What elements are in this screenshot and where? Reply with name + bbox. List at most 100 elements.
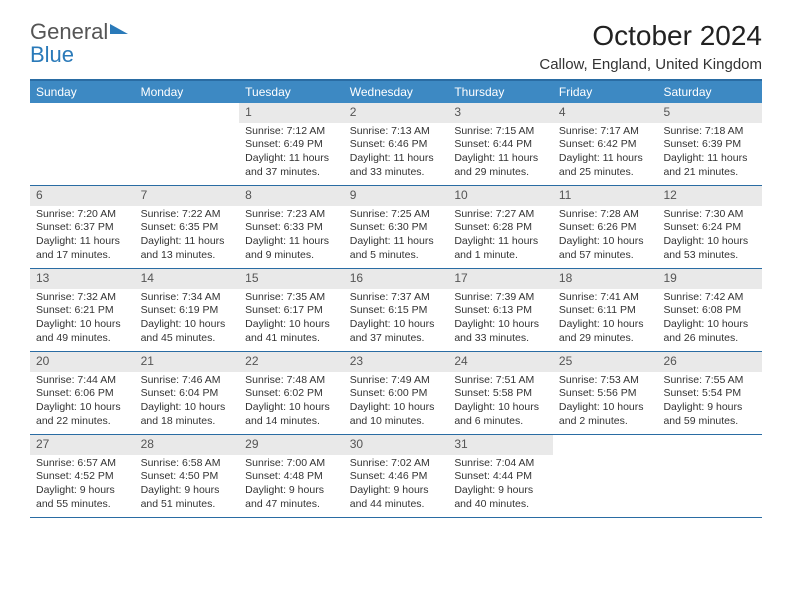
day-number: 16 — [344, 269, 449, 289]
calendar-week: 6Sunrise: 7:20 AMSunset: 6:37 PMDaylight… — [30, 186, 762, 269]
calendar-cell — [30, 103, 135, 185]
daylight-text: Daylight: 11 hours and 33 minutes. — [350, 152, 443, 179]
sunrise-text: Sunrise: 7:13 AM — [350, 125, 443, 139]
sunset-text: Sunset: 6:37 PM — [36, 221, 129, 235]
day-details: Sunrise: 7:51 AMSunset: 5:58 PMDaylight:… — [448, 372, 553, 433]
daylight-text: Daylight: 10 hours and 49 minutes. — [36, 318, 129, 345]
daylight-text: Daylight: 10 hours and 57 minutes. — [559, 235, 652, 262]
calendar-cell: 18Sunrise: 7:41 AMSunset: 6:11 PMDayligh… — [553, 269, 658, 351]
weekday-label: Tuesday — [239, 81, 344, 103]
calendar-cell: 14Sunrise: 7:34 AMSunset: 6:19 PMDayligh… — [135, 269, 240, 351]
day-number: 21 — [135, 352, 240, 372]
daylight-text: Daylight: 10 hours and 41 minutes. — [245, 318, 338, 345]
day-number: 2 — [344, 103, 449, 123]
sunset-text: Sunset: 6:28 PM — [454, 221, 547, 235]
weekday-label: Wednesday — [344, 81, 449, 103]
day-details: Sunrise: 7:23 AMSunset: 6:33 PMDaylight:… — [239, 206, 344, 267]
day-details: Sunrise: 7:37 AMSunset: 6:15 PMDaylight:… — [344, 289, 449, 350]
daylight-text: Daylight: 11 hours and 21 minutes. — [663, 152, 756, 179]
day-number: 26 — [657, 352, 762, 372]
daylight-text: Daylight: 10 hours and 10 minutes. — [350, 401, 443, 428]
day-number: 25 — [553, 352, 658, 372]
calendar-cell — [553, 435, 658, 517]
weekday-label: Friday — [553, 81, 658, 103]
day-details: Sunrise: 7:13 AMSunset: 6:46 PMDaylight:… — [344, 123, 449, 184]
calendar-cell: 25Sunrise: 7:53 AMSunset: 5:56 PMDayligh… — [553, 352, 658, 434]
sunset-text: Sunset: 4:48 PM — [245, 470, 338, 484]
daylight-text: Daylight: 10 hours and 37 minutes. — [350, 318, 443, 345]
day-details: Sunrise: 7:20 AMSunset: 6:37 PMDaylight:… — [30, 206, 135, 267]
sunrise-text: Sunrise: 7:28 AM — [559, 208, 652, 222]
day-details: Sunrise: 7:02 AMSunset: 4:46 PMDaylight:… — [344, 455, 449, 516]
sunrise-text: Sunrise: 7:30 AM — [663, 208, 756, 222]
page-header: General Blue October 2024 Callow, Englan… — [30, 20, 762, 73]
day-number: 12 — [657, 186, 762, 206]
daylight-text: Daylight: 10 hours and 6 minutes. — [454, 401, 547, 428]
sunrise-text: Sunrise: 7:35 AM — [245, 291, 338, 305]
daylight-text: Daylight: 9 hours and 47 minutes. — [245, 484, 338, 511]
sunset-text: Sunset: 6:21 PM — [36, 304, 129, 318]
calendar-cell: 30Sunrise: 7:02 AMSunset: 4:46 PMDayligh… — [344, 435, 449, 517]
sunset-text: Sunset: 5:54 PM — [663, 387, 756, 401]
day-details: Sunrise: 7:39 AMSunset: 6:13 PMDaylight:… — [448, 289, 553, 350]
daylight-text: Daylight: 10 hours and 29 minutes. — [559, 318, 652, 345]
sunset-text: Sunset: 6:30 PM — [350, 221, 443, 235]
sunrise-text: Sunrise: 7:00 AM — [245, 457, 338, 471]
calendar-week: 1Sunrise: 7:12 AMSunset: 6:49 PMDaylight… — [30, 103, 762, 186]
calendar-cell: 4Sunrise: 7:17 AMSunset: 6:42 PMDaylight… — [553, 103, 658, 185]
weekday-label: Sunday — [30, 81, 135, 103]
sunrise-text: Sunrise: 7:49 AM — [350, 374, 443, 388]
sunrise-text: Sunrise: 7:46 AM — [141, 374, 234, 388]
day-number: 27 — [30, 435, 135, 455]
location-subtitle: Callow, England, United Kingdom — [539, 56, 762, 73]
day-details: Sunrise: 7:25 AMSunset: 6:30 PMDaylight:… — [344, 206, 449, 267]
sunset-text: Sunset: 4:46 PM — [350, 470, 443, 484]
day-number — [657, 435, 762, 453]
sunrise-text: Sunrise: 7:53 AM — [559, 374, 652, 388]
day-details: Sunrise: 7:12 AMSunset: 6:49 PMDaylight:… — [239, 123, 344, 184]
day-number: 14 — [135, 269, 240, 289]
sunrise-text: Sunrise: 6:57 AM — [36, 457, 129, 471]
day-number: 5 — [657, 103, 762, 123]
day-details: Sunrise: 7:28 AMSunset: 6:26 PMDaylight:… — [553, 206, 658, 267]
day-details: Sunrise: 7:17 AMSunset: 6:42 PMDaylight:… — [553, 123, 658, 184]
calendar-cell: 10Sunrise: 7:27 AMSunset: 6:28 PMDayligh… — [448, 186, 553, 268]
day-details — [553, 453, 658, 459]
day-number: 20 — [30, 352, 135, 372]
sunset-text: Sunset: 6:06 PM — [36, 387, 129, 401]
day-details: Sunrise: 7:30 AMSunset: 6:24 PMDaylight:… — [657, 206, 762, 267]
day-details: Sunrise: 6:57 AMSunset: 4:52 PMDaylight:… — [30, 455, 135, 516]
day-number: 22 — [239, 352, 344, 372]
day-number: 15 — [239, 269, 344, 289]
sunrise-text: Sunrise: 7:34 AM — [141, 291, 234, 305]
daylight-text: Daylight: 9 hours and 44 minutes. — [350, 484, 443, 511]
logo: General Blue — [30, 20, 128, 66]
calendar-cell: 29Sunrise: 7:00 AMSunset: 4:48 PMDayligh… — [239, 435, 344, 517]
calendar-cell: 11Sunrise: 7:28 AMSunset: 6:26 PMDayligh… — [553, 186, 658, 268]
day-details: Sunrise: 7:27 AMSunset: 6:28 PMDaylight:… — [448, 206, 553, 267]
logo-text: General Blue — [30, 20, 128, 66]
day-number — [135, 103, 240, 121]
day-details: Sunrise: 7:42 AMSunset: 6:08 PMDaylight:… — [657, 289, 762, 350]
daylight-text: Daylight: 10 hours and 2 minutes. — [559, 401, 652, 428]
daylight-text: Daylight: 11 hours and 1 minute. — [454, 235, 547, 262]
calendar-cell: 15Sunrise: 7:35 AMSunset: 6:17 PMDayligh… — [239, 269, 344, 351]
calendar-cell: 6Sunrise: 7:20 AMSunset: 6:37 PMDaylight… — [30, 186, 135, 268]
day-details: Sunrise: 7:34 AMSunset: 6:19 PMDaylight:… — [135, 289, 240, 350]
calendar-cell: 5Sunrise: 7:18 AMSunset: 6:39 PMDaylight… — [657, 103, 762, 185]
calendar-cell: 16Sunrise: 7:37 AMSunset: 6:15 PMDayligh… — [344, 269, 449, 351]
sunrise-text: Sunrise: 7:22 AM — [141, 208, 234, 222]
day-details: Sunrise: 7:48 AMSunset: 6:02 PMDaylight:… — [239, 372, 344, 433]
calendar-cell: 13Sunrise: 7:32 AMSunset: 6:21 PMDayligh… — [30, 269, 135, 351]
day-details: Sunrise: 7:18 AMSunset: 6:39 PMDaylight:… — [657, 123, 762, 184]
calendar-cell: 12Sunrise: 7:30 AMSunset: 6:24 PMDayligh… — [657, 186, 762, 268]
day-number: 18 — [553, 269, 658, 289]
day-number: 30 — [344, 435, 449, 455]
weekday-header: SundayMondayTuesdayWednesdayThursdayFrid… — [30, 81, 762, 103]
sunrise-text: Sunrise: 7:12 AM — [245, 125, 338, 139]
calendar-page: General Blue October 2024 Callow, Englan… — [0, 0, 792, 538]
sunset-text: Sunset: 6:15 PM — [350, 304, 443, 318]
weekday-label: Thursday — [448, 81, 553, 103]
day-number: 10 — [448, 186, 553, 206]
daylight-text: Daylight: 11 hours and 29 minutes. — [454, 152, 547, 179]
